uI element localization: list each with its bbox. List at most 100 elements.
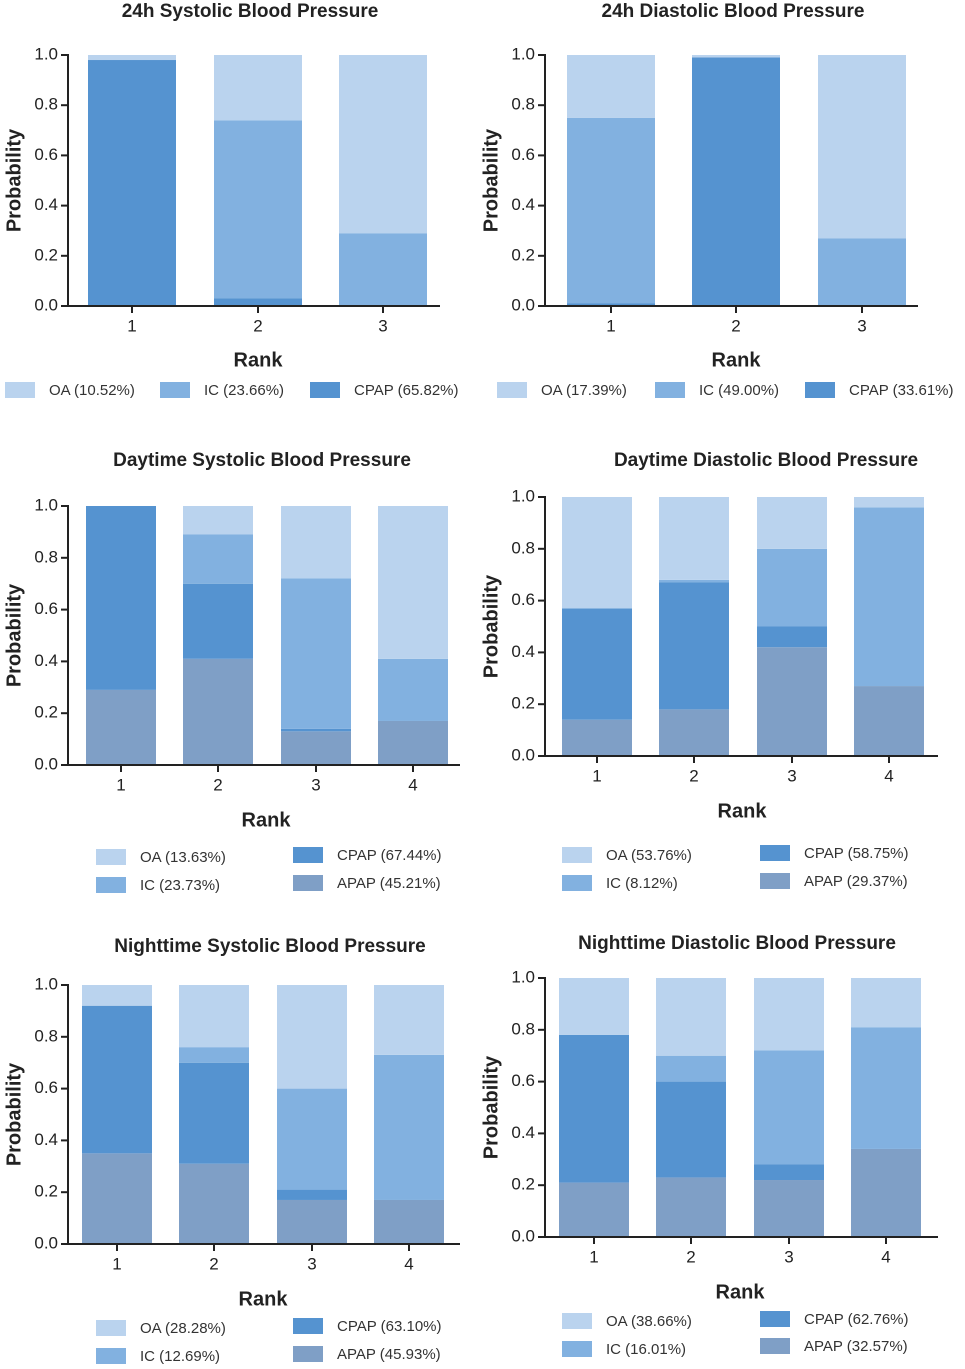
legend-swatch (293, 875, 323, 891)
bar-segment (559, 1034, 629, 1183)
x-axis-label: Rank (242, 809, 292, 831)
bar-segment (854, 507, 924, 687)
x-tick-label: 1 (606, 316, 615, 335)
bar-segment (179, 1062, 249, 1164)
y-tick-label: 1.0 (511, 44, 535, 63)
legend-label: IC (23.66%) (204, 382, 284, 399)
legend-label: APAP (29.37%) (804, 873, 908, 890)
bar-segment (656, 1177, 726, 1237)
y-tick-label: 0.2 (511, 694, 535, 713)
bar-segment (754, 1050, 824, 1165)
bar-segment (82, 1005, 152, 1154)
legend-label: IC (8.12%) (606, 875, 678, 892)
bar-segment (656, 1081, 726, 1178)
legend-swatch (96, 1348, 126, 1364)
y-tick-label: 0.6 (511, 1071, 535, 1090)
y-tick-label: 0.6 (34, 145, 58, 164)
bar-segment (754, 1180, 824, 1237)
bar-segment (754, 978, 824, 1051)
y-tick-label: 0.8 (511, 538, 535, 557)
y-axis-label: Probability (3, 128, 25, 232)
y-tick-label: 0.4 (34, 1130, 58, 1149)
x-axis-label: Rank (234, 349, 284, 371)
y-tick-label: 0.8 (511, 95, 535, 114)
x-tick-label: 2 (731, 316, 740, 335)
bar-segment (559, 1182, 629, 1237)
legend-label: IC (49.00%) (699, 382, 779, 399)
y-axis-label: Probability (480, 1055, 502, 1159)
legend-swatch (805, 382, 835, 398)
bar-segment (656, 978, 726, 1056)
legend-swatch (160, 382, 190, 398)
legend-swatch (293, 847, 323, 863)
bar-segment (851, 1027, 921, 1149)
legend-swatch (562, 1313, 592, 1329)
chart-title: 24h Systolic Blood Pressure (122, 1, 379, 22)
bar-segment (339, 233, 427, 306)
bar-segment (183, 506, 253, 535)
y-tick-label: 0.0 (34, 754, 58, 773)
y-axis-label: Probability (480, 128, 502, 232)
chart-title: Daytime Systolic Blood Pressure (113, 450, 411, 471)
y-tick-label: 1.0 (34, 495, 58, 514)
y-tick-label: 0.8 (34, 547, 58, 566)
legend-swatch (96, 877, 126, 893)
y-tick-label: 0.2 (34, 245, 58, 264)
chart-title: 24h Diastolic Blood Pressure (602, 1, 865, 22)
y-tick-label: 0.4 (511, 195, 535, 214)
legend-label: OA (28.28%) (140, 1320, 226, 1337)
y-tick-label: 0.0 (511, 295, 535, 314)
y-tick-label: 0.4 (511, 642, 535, 661)
x-tick-label: 1 (589, 1247, 598, 1266)
bar-segment (179, 1163, 249, 1244)
bar-segment (757, 626, 827, 648)
bar-segment (659, 497, 729, 580)
bar-segment (562, 719, 632, 756)
y-axis-label: Probability (480, 574, 502, 678)
bar-segment (567, 303, 655, 306)
x-tick-label: 4 (881, 1247, 890, 1266)
legend-swatch (760, 873, 790, 889)
bar-segment (183, 534, 253, 584)
legend-swatch (293, 1318, 323, 1334)
y-tick-label: 0.0 (511, 745, 535, 764)
bar-segment (277, 1199, 347, 1244)
x-tick-label: 2 (689, 766, 698, 785)
bar-segment (562, 608, 632, 720)
x-tick-label: 1 (116, 775, 125, 794)
bar-segment (183, 583, 253, 659)
y-tick-label: 1.0 (34, 44, 58, 63)
y-tick-label: 0.6 (511, 145, 535, 164)
legend-label: OA (38.66%) (606, 1313, 692, 1330)
chart-title: Daytime Diastolic Blood Pressure (614, 450, 918, 471)
x-tick-label: 4 (884, 766, 893, 785)
bar-segment (214, 55, 302, 121)
bar-segment (281, 578, 351, 729)
legend-swatch (5, 382, 35, 398)
legend-swatch (562, 875, 592, 891)
legend-label: OA (10.52%) (49, 382, 135, 399)
legend-label: IC (12.69%) (140, 1348, 220, 1365)
bar-segment (757, 548, 827, 627)
legend-label: CPAP (65.82%) (354, 382, 459, 399)
y-tick-label: 1.0 (34, 974, 58, 993)
legend-label: APAP (45.21%) (337, 875, 441, 892)
x-tick-label: 3 (784, 1247, 793, 1266)
bar-segment (281, 731, 351, 765)
bar-segment (378, 658, 448, 721)
y-tick-label: 0.8 (511, 1019, 535, 1038)
y-tick-label: 1.0 (511, 967, 535, 986)
y-tick-label: 0.4 (34, 195, 58, 214)
y-tick-label: 0.6 (34, 599, 58, 618)
y-tick-label: 0.2 (34, 1182, 58, 1201)
bar-segment (559, 978, 629, 1035)
legend-swatch (760, 1311, 790, 1327)
bar-segment (567, 55, 655, 118)
legend-label: OA (17.39%) (541, 382, 627, 399)
x-tick-label: 4 (404, 1254, 413, 1273)
x-tick-label: 4 (408, 775, 417, 794)
x-tick-label: 2 (213, 775, 222, 794)
bar-segment (656, 1055, 726, 1082)
bar-segment (374, 1199, 444, 1244)
bar-segment (281, 728, 351, 732)
